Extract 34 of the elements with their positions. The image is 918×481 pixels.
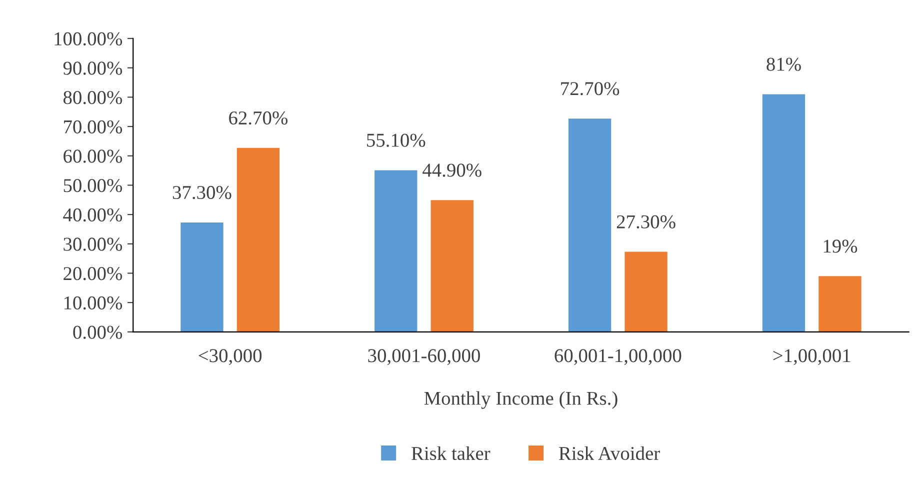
y-tick-label: 90.00% xyxy=(63,62,122,75)
y-tick-label: 10.00% xyxy=(64,296,122,310)
y-tick-label: 0.00% xyxy=(73,326,122,339)
x-tick-label: 60,001-1,00,000 xyxy=(554,349,682,366)
y-tick-label: 70.00% xyxy=(64,120,122,134)
bar xyxy=(762,94,806,332)
y-tick-label: 60.00% xyxy=(64,150,122,163)
y-tick-label: 50.00% xyxy=(64,179,122,192)
data-label: 19% xyxy=(824,240,858,253)
bar xyxy=(568,118,612,332)
bar xyxy=(430,200,474,332)
y-tick-label: 30.00% xyxy=(64,238,122,251)
y-tick-label: 80.00% xyxy=(63,90,122,104)
legend-label: Risk taker xyxy=(412,446,490,460)
data-label: 62.70% xyxy=(229,111,288,125)
bar xyxy=(180,222,224,332)
bar xyxy=(818,276,862,332)
bar xyxy=(236,148,280,332)
x-tick-label: >1,00,001 xyxy=(773,349,850,366)
x-axis-title: Monthly Income (In Rs.) xyxy=(424,391,618,409)
x-tick-label: 30,001-60,000 xyxy=(368,349,480,366)
y-tick-label: 20.00% xyxy=(64,267,122,280)
y-tick-label: 100.00% xyxy=(54,32,122,46)
bar xyxy=(624,252,668,332)
legend-label: Risk Avoider xyxy=(558,446,660,460)
data-label: 72.70% xyxy=(561,82,620,96)
data-label: 55.10% xyxy=(367,134,426,147)
data-label: 37.30% xyxy=(172,186,232,200)
y-tick-label: 40.00% xyxy=(63,208,122,222)
data-label: 27.30% xyxy=(616,215,676,228)
data-label: 44.90% xyxy=(422,164,482,177)
data-label: 81% xyxy=(766,58,801,71)
bar xyxy=(374,170,418,332)
x-tick-label: <30,000 xyxy=(198,349,262,366)
